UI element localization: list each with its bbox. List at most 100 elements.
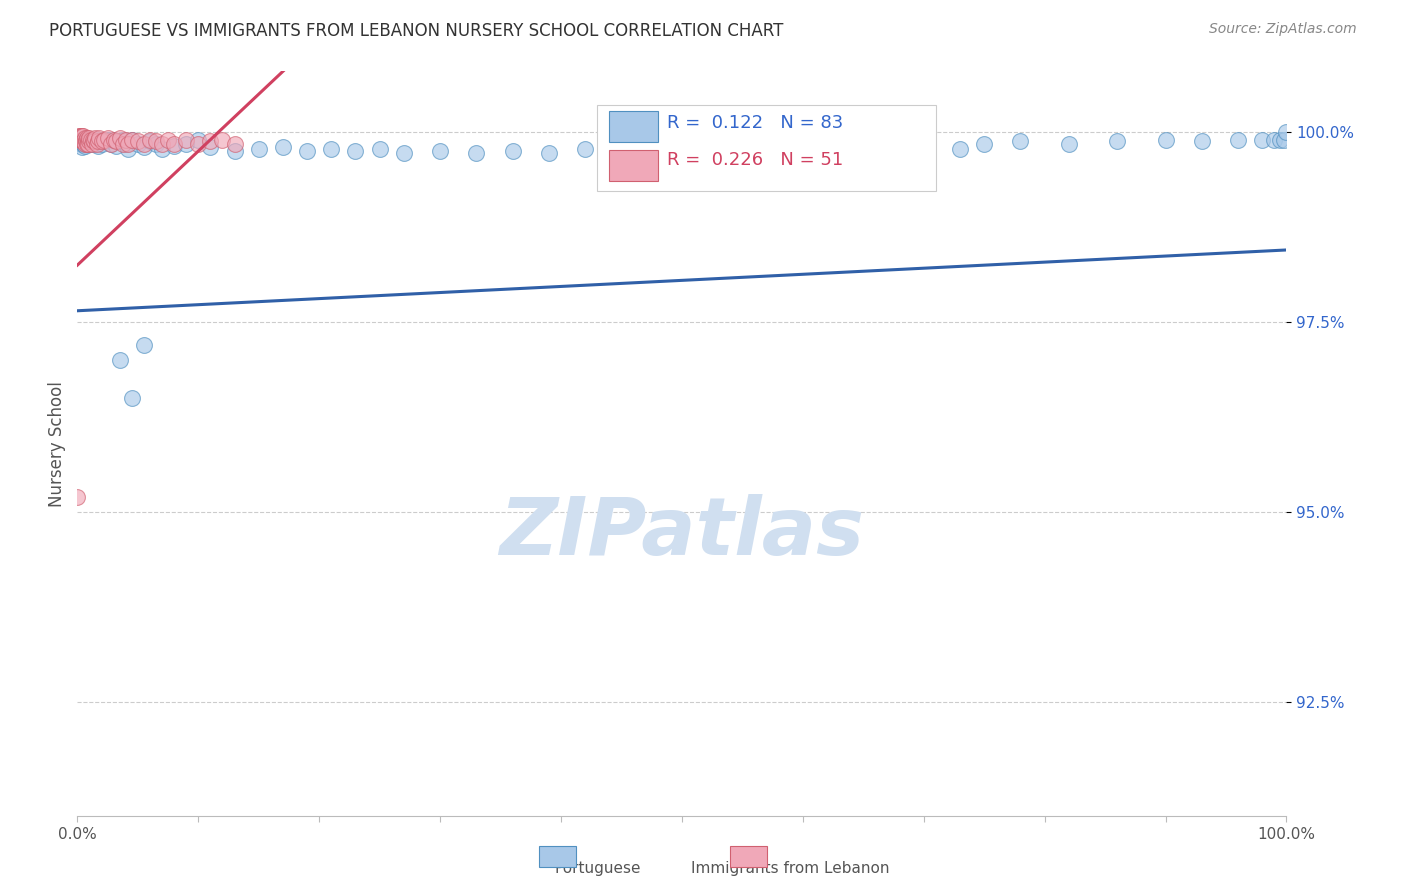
Point [163, 138, 186, 153]
Point [157, 133, 180, 147]
Point [87, 133, 110, 147]
Point [1272, 133, 1295, 147]
Point [70, 133, 93, 147]
Point [105, 138, 128, 153]
Point [150, 136, 173, 151]
Point [87, 131, 110, 145]
Text: R =  0.226   N = 51: R = 0.226 N = 51 [668, 151, 844, 169]
Point [1010, 134, 1032, 148]
Point [211, 133, 233, 147]
Point [112, 133, 135, 147]
Point [80, 136, 103, 151]
Point [1263, 133, 1285, 147]
FancyBboxPatch shape [609, 150, 658, 181]
Point [1191, 134, 1213, 148]
Point [114, 133, 136, 147]
Point [150, 142, 173, 156]
Point [77, 133, 100, 147]
Point [145, 134, 167, 148]
Point [79, 133, 101, 147]
Point [647, 144, 669, 158]
Point [93, 133, 115, 147]
Point [96, 133, 118, 147]
Point [200, 134, 222, 148]
Point [103, 133, 125, 147]
Point [79, 133, 101, 147]
Point [187, 136, 209, 151]
Y-axis label: Nursery School: Nursery School [48, 381, 66, 507]
Point [465, 146, 488, 161]
Point [73, 131, 96, 145]
Point [77, 136, 100, 151]
Point [70, 134, 93, 148]
Point [392, 146, 415, 161]
Point [70, 140, 93, 154]
Point [145, 136, 167, 151]
Point [295, 144, 318, 158]
Text: PORTUGUESE VS IMMIGRANTS FROM LEBANON NURSERY SCHOOL CORRELATION CHART: PORTUGUESE VS IMMIGRANTS FROM LEBANON NU… [49, 22, 783, 40]
Point [79, 134, 101, 148]
Point [100, 136, 122, 151]
Point [76, 134, 98, 148]
Point [87, 134, 110, 148]
Point [889, 144, 911, 158]
Point [96, 131, 118, 145]
Point [537, 146, 560, 161]
Point [718, 146, 741, 161]
Text: Source: ZipAtlas.com: Source: ZipAtlas.com [1209, 22, 1357, 37]
Point [80, 136, 103, 151]
Point [79, 134, 101, 148]
Point [1227, 133, 1250, 147]
Point [1154, 133, 1177, 147]
Point [80, 133, 103, 147]
Point [117, 142, 139, 156]
Point [127, 136, 149, 151]
Point [108, 134, 131, 148]
Point [72, 133, 94, 147]
Point [139, 134, 162, 148]
Point [67, 128, 90, 143]
Point [1057, 136, 1080, 151]
Point [108, 131, 131, 145]
Point [815, 146, 838, 161]
Point [321, 142, 343, 156]
Point [100, 136, 122, 151]
Point [224, 144, 246, 158]
Point [502, 144, 524, 158]
Point [139, 133, 162, 147]
Point [368, 142, 391, 156]
Point [75, 133, 97, 147]
Point [70, 131, 93, 145]
Point [72, 134, 94, 148]
Point [912, 136, 935, 151]
Point [121, 391, 143, 405]
Point [93, 134, 115, 148]
Point [73, 136, 96, 151]
Point [200, 140, 222, 154]
Point [973, 136, 995, 151]
Text: Immigrants from Lebanon: Immigrants from Lebanon [692, 861, 890, 876]
Point [574, 142, 596, 156]
Point [75, 136, 97, 151]
Point [117, 136, 139, 151]
Point [90, 134, 112, 148]
Point [1275, 125, 1298, 139]
Point [69, 133, 91, 147]
Point [671, 142, 693, 156]
Point [127, 134, 149, 148]
Point [108, 353, 131, 368]
Point [79, 136, 101, 151]
Point [247, 142, 270, 156]
Point [121, 133, 143, 147]
Point [90, 136, 112, 151]
Point [67, 133, 90, 147]
Point [70, 128, 93, 143]
Point [73, 138, 96, 153]
Point [132, 140, 155, 154]
Point [86, 134, 108, 148]
Point [187, 133, 209, 147]
Point [121, 133, 143, 147]
Point [103, 133, 125, 147]
Point [132, 338, 155, 352]
Point [77, 133, 100, 147]
